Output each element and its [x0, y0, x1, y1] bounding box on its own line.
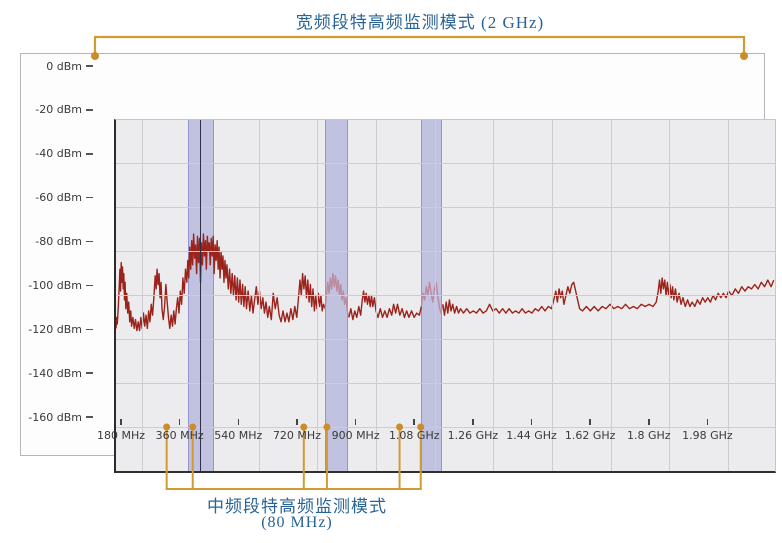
y-axis-label-text: 0 dBm [46, 59, 82, 73]
grid-line-v [551, 120, 553, 471]
y-tick-mark [86, 196, 93, 199]
y-axis-label-text: -100 dBm [28, 278, 82, 292]
plot-area [114, 119, 776, 473]
grid-line-h [116, 295, 775, 296]
y-axis-label: 0 dBm [10, 58, 93, 74]
y-tick-mark [86, 284, 93, 287]
trace-segment-tinted [324, 272, 350, 318]
x-tick-mark [120, 419, 122, 425]
grid-line-h [116, 338, 775, 340]
frequency-marker-line [199, 120, 202, 471]
chart-panel [20, 53, 776, 473]
y-axis-label: -80 dBm [10, 234, 93, 250]
y-axis-label: -20 dBm [10, 102, 93, 118]
grid-line-v [317, 120, 319, 471]
x-axis-label: 1.26 GHz [447, 429, 499, 442]
y-axis-label: -120 dBm [10, 321, 93, 337]
figure-title: 宽频段特高频监测模式 (2 GHz) [295, 13, 545, 32]
y-tick-mark [86, 153, 93, 155]
x-axis-label: 720 MHz [272, 429, 321, 442]
y-axis-label-text: -20 dBm [35, 103, 82, 117]
y-tick-mark [86, 240, 93, 243]
grid-line-h [116, 382, 775, 384]
y-tick-mark [86, 372, 93, 374]
x-axis-label: 1.08 GHz [388, 429, 440, 442]
grid-line-v [727, 120, 729, 471]
trace-segment [442, 277, 775, 316]
grid-line-v [434, 120, 436, 471]
grid-line-v [669, 120, 671, 471]
y-tick-mark [86, 65, 93, 67]
x-tick-mark [530, 419, 533, 425]
x-axis-label: 1.44 GHz [506, 429, 557, 442]
y-axis-label-text: -80 dBm [35, 235, 82, 248]
y-axis-label-text: -120 dBm [28, 322, 82, 336]
y-tick-mark [86, 328, 93, 330]
x-tick-mark [237, 419, 240, 425]
x-axis-label: 1.98 GHz [682, 429, 733, 442]
grid-line-v [493, 120, 495, 471]
x-tick-mark [354, 419, 357, 425]
grid-line-v [376, 120, 378, 471]
y-axis-label: -100 dBm [10, 277, 93, 293]
x-axis-label: 360 MHz [155, 429, 204, 442]
y-tick-mark [86, 416, 93, 418]
x-axis-label: 900 MHz [331, 429, 380, 442]
grid-line-v [258, 120, 260, 471]
y-axis-label-text: -140 dBm [28, 366, 82, 380]
y-tick-mark [86, 109, 93, 111]
grid-line-h [116, 426, 775, 428]
y-axis-label: -140 dBm [10, 365, 93, 381]
x-tick-mark [296, 419, 298, 425]
x-tick-mark [706, 419, 709, 425]
trace-segment [116, 233, 326, 332]
x-axis-label: 540 MHz [214, 429, 263, 442]
y-axis-label: -40 dBm [10, 146, 93, 162]
y-axis-label: -160 dBm [10, 409, 93, 425]
x-tick-mark [648, 419, 650, 425]
x-axis-label: 180 MHz [97, 429, 146, 442]
grid-line-h [116, 251, 775, 253]
y-axis-label-text: -160 dBm [28, 410, 82, 424]
grid-line-h [116, 207, 775, 209]
bottom-annotation-line2: (80 MHz) [261, 514, 333, 531]
trace-segment-tinted [420, 281, 444, 314]
bottom-annotation-line1: 中频段特高频监测模式 [207, 497, 387, 516]
grid-line-v [141, 120, 143, 471]
x-axis-label: 1.8 GHz [626, 429, 671, 442]
x-tick-mark [413, 419, 415, 425]
grid-line-h [116, 163, 775, 165]
x-tick-mark [178, 419, 181, 425]
x-tick-mark [589, 419, 591, 425]
y-axis-label-text: -40 dBm [35, 147, 82, 161]
y-axis-label-text: -60 dBm [35, 191, 82, 205]
y-axis-label: -60 dBm [10, 190, 93, 206]
x-tick-mark [472, 419, 474, 425]
grid-line-v [610, 120, 612, 471]
trace-segment [348, 290, 423, 321]
x-axis-label: 1.62 GHz [564, 429, 616, 442]
